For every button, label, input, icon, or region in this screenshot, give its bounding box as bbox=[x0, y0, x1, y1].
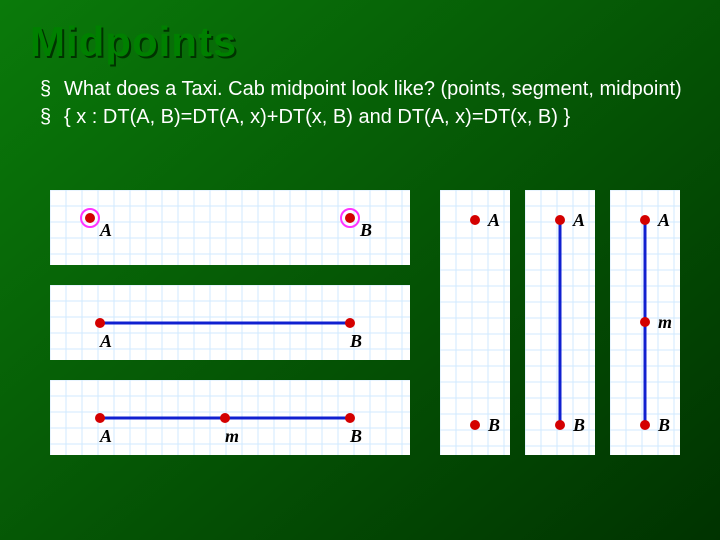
diagram-panel-topwide: AB bbox=[50, 190, 410, 265]
point-label: A bbox=[99, 220, 112, 240]
point bbox=[345, 318, 355, 328]
point bbox=[470, 215, 480, 225]
point-label: m bbox=[225, 426, 239, 446]
point-label: A bbox=[487, 210, 500, 230]
diagram-panel-botwide: Am B bbox=[50, 380, 410, 455]
point-label: A bbox=[99, 331, 112, 351]
diagram-panel-col1: AB bbox=[440, 190, 510, 455]
diagram-panel-col2: AB bbox=[525, 190, 595, 455]
point bbox=[640, 215, 650, 225]
point bbox=[95, 318, 105, 328]
point-label: B bbox=[487, 415, 500, 435]
bullet-item: What does a Taxi. Cab midpoint look like… bbox=[40, 76, 690, 102]
diagram-panel-col3: Am B bbox=[610, 190, 680, 455]
point-label: A bbox=[572, 210, 585, 230]
point bbox=[640, 317, 650, 327]
point-label: B bbox=[657, 415, 670, 435]
point bbox=[220, 413, 230, 423]
slide: Midpoints What does a Taxi. Cab midpoint… bbox=[0, 0, 720, 540]
point bbox=[555, 215, 565, 225]
bullet-item: { x : DT(A, B)=DT(A, x)+DT(x, B) and DT(… bbox=[40, 104, 690, 130]
point bbox=[555, 420, 565, 430]
point-label: B bbox=[349, 331, 362, 351]
slide-title: Midpoints bbox=[30, 18, 690, 66]
point-label: B bbox=[572, 415, 585, 435]
point-label: m bbox=[658, 312, 672, 332]
point bbox=[345, 213, 355, 223]
point-label: A bbox=[99, 426, 112, 446]
point bbox=[345, 413, 355, 423]
point bbox=[640, 420, 650, 430]
point-label: B bbox=[359, 220, 372, 240]
point-label: A bbox=[657, 210, 670, 230]
point bbox=[85, 213, 95, 223]
point-label: B bbox=[349, 426, 362, 446]
point bbox=[95, 413, 105, 423]
diagram-panel-midwide: AB bbox=[50, 285, 410, 360]
diagram-area: ABABAmBABABAmB bbox=[50, 190, 680, 520]
bullet-list: What does a Taxi. Cab midpoint look like… bbox=[40, 76, 690, 130]
point bbox=[470, 420, 480, 430]
